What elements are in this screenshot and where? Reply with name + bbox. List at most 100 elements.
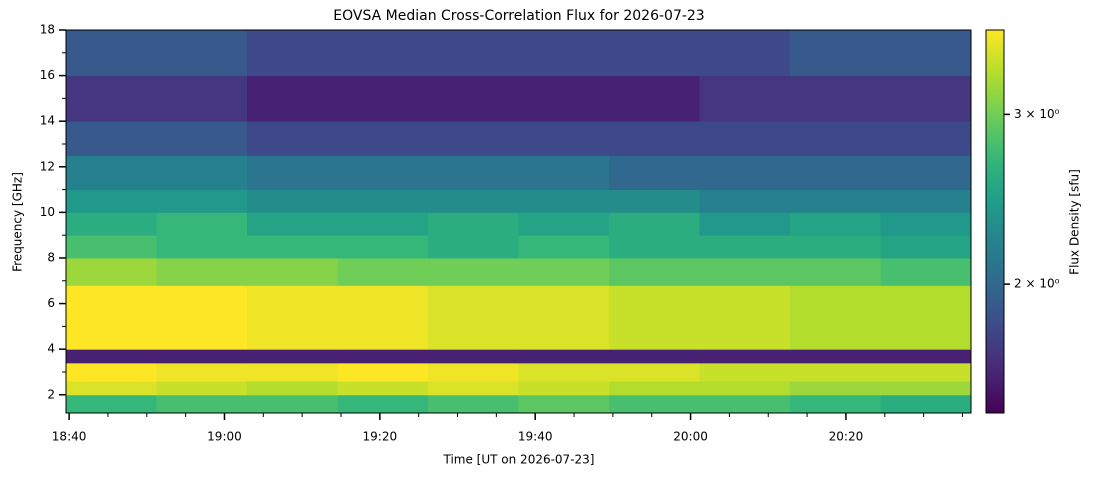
heatmap-cell — [790, 189, 881, 213]
heatmap-cell — [247, 235, 338, 259]
heatmap-cell — [428, 189, 519, 213]
heatmap-cell — [247, 381, 338, 396]
heatmap-cell — [880, 75, 972, 122]
heatmap-cell — [609, 189, 700, 213]
heatmap-cell — [337, 362, 429, 382]
heatmap-cell — [337, 235, 429, 259]
heatmap-cell — [247, 155, 338, 191]
heatmap-cell — [609, 212, 700, 236]
colorbar-tick-label: 3 × 10⁰ — [1014, 107, 1060, 121]
heatmap-cell — [66, 235, 157, 259]
heatmap-cell — [790, 394, 881, 414]
heatmap-cell — [337, 212, 429, 236]
y-tick-label: 18 — [40, 23, 55, 37]
heatmap-cell — [880, 189, 972, 213]
heatmap-cell — [337, 30, 429, 77]
heatmap-cell — [156, 381, 248, 396]
heatmap-cell — [518, 30, 610, 77]
y-tick-label: 2 — [47, 387, 55, 401]
heatmap-cell — [66, 212, 157, 236]
heatmap-cell — [880, 349, 972, 364]
heatmap-cell — [699, 155, 791, 191]
heatmap-cell — [699, 235, 791, 259]
heatmap-cell — [428, 362, 519, 382]
heatmap-cell — [609, 362, 700, 382]
heatmap-cell — [66, 394, 157, 414]
x-tick-label: 19:20 — [363, 430, 398, 444]
heatmap-cell — [699, 394, 791, 414]
heatmap-cell — [247, 362, 338, 382]
x-tick-label: 18:40 — [52, 430, 87, 444]
heatmap-cell — [699, 212, 791, 236]
heatmap-cell — [699, 257, 791, 286]
heatmap-cell — [790, 75, 881, 122]
heatmap-cell — [880, 155, 972, 191]
heatmap-cell — [156, 257, 248, 286]
heatmap-cell — [790, 381, 881, 396]
heatmap-cell — [518, 285, 610, 350]
heatmap-cell — [880, 30, 972, 77]
heatmap-cell — [428, 394, 519, 414]
heatmap-cell — [609, 394, 700, 414]
heatmap-cell — [699, 75, 791, 122]
heatmap-cell — [699, 349, 791, 364]
heatmap-cell — [518, 362, 610, 382]
heatmap-cell — [699, 362, 791, 382]
heatmap-cell — [66, 381, 157, 396]
heatmap-cell — [518, 349, 610, 364]
heatmap-cell — [880, 285, 972, 350]
heatmap-cell — [66, 75, 157, 122]
heatmap-cell — [518, 212, 610, 236]
heatmap-cell — [609, 155, 700, 191]
x-tick-label: 20:00 — [673, 430, 708, 444]
heatmap-cell — [699, 381, 791, 396]
plot-frame — [65, 29, 972, 414]
heatmap-cell — [156, 75, 248, 122]
heatmap-cell — [337, 257, 429, 286]
heatmap-cell — [518, 381, 610, 396]
y-tick-label: 12 — [40, 159, 55, 173]
heatmap-cell — [156, 362, 248, 382]
heatmap-cell — [699, 189, 791, 213]
heatmap-cell — [428, 121, 519, 156]
heatmap-cell — [247, 189, 338, 213]
chart-title: EOVSA Median Cross-Correlation Flux for … — [333, 8, 704, 24]
heatmap-cell — [156, 30, 248, 77]
heatmap-cell — [518, 235, 610, 259]
y-axis-label: Frequency [GHz] — [11, 172, 25, 272]
y-tick-label: 10 — [40, 205, 55, 219]
heatmap-cell — [609, 75, 700, 122]
heatmap-cell — [66, 257, 157, 286]
heatmap-cell — [790, 155, 881, 191]
y-tick-label: 14 — [40, 114, 55, 128]
heatmap-cell — [880, 257, 972, 286]
heatmap-cell — [790, 362, 881, 382]
y-tick-label: 8 — [47, 250, 55, 264]
heatmap-cell — [247, 75, 338, 122]
x-tick-label: 20:20 — [829, 430, 864, 444]
colorbar-tick-label: 2 × 10⁰ — [1014, 277, 1060, 291]
heatmap-cell — [66, 285, 157, 350]
y-tick-label: 4 — [47, 342, 55, 356]
heatmap-cell — [66, 30, 157, 77]
heatmap-cell — [699, 30, 791, 77]
heatmap-cell — [699, 121, 791, 156]
heatmap-cell — [790, 30, 881, 77]
heatmap-cell — [156, 285, 248, 350]
heatmap-cell — [428, 257, 519, 286]
heatmap-cell — [156, 155, 248, 191]
heatmap-cell — [337, 349, 429, 364]
heatmap-cell — [518, 394, 610, 414]
x-tick-label: 19:00 — [207, 430, 242, 444]
heatmap-cell — [428, 212, 519, 236]
heatmap-cell — [790, 349, 881, 364]
heatmap-cell — [609, 285, 700, 350]
heatmap-cell — [66, 121, 157, 156]
heatmap-cell — [247, 349, 338, 364]
heatmap-cell — [790, 212, 881, 236]
heatmap-cell — [156, 212, 248, 236]
heatmap-cell — [880, 394, 972, 414]
colorbar — [985, 29, 1005, 414]
heatmap-cell — [337, 285, 429, 350]
